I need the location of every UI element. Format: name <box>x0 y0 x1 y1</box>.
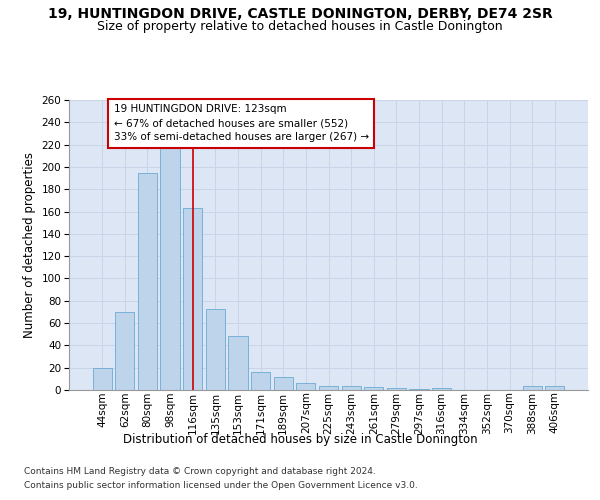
Text: Size of property relative to detached houses in Castle Donington: Size of property relative to detached ho… <box>97 20 503 33</box>
Bar <box>206 308 225 390</box>
Bar <box>319 386 338 390</box>
Bar <box>138 172 157 390</box>
Text: 19 HUNTINGDON DRIVE: 123sqm
← 67% of detached houses are smaller (552)
33% of se: 19 HUNTINGDON DRIVE: 123sqm ← 67% of det… <box>113 104 368 142</box>
Bar <box>341 386 361 390</box>
Bar <box>545 386 565 390</box>
Bar <box>229 336 248 390</box>
Bar <box>274 376 293 390</box>
Bar <box>115 312 134 390</box>
Text: Contains public sector information licensed under the Open Government Licence v3: Contains public sector information licen… <box>24 481 418 490</box>
Bar <box>160 148 180 390</box>
Text: 19, HUNTINGDON DRIVE, CASTLE DONINGTON, DERBY, DE74 2SR: 19, HUNTINGDON DRIVE, CASTLE DONINGTON, … <box>47 8 553 22</box>
Bar <box>432 388 451 390</box>
Bar <box>92 368 112 390</box>
Bar <box>251 372 270 390</box>
Bar <box>523 386 542 390</box>
Text: Distribution of detached houses by size in Castle Donington: Distribution of detached houses by size … <box>122 432 478 446</box>
Bar <box>364 386 383 390</box>
Text: Contains HM Land Registry data © Crown copyright and database right 2024.: Contains HM Land Registry data © Crown c… <box>24 468 376 476</box>
Bar <box>409 389 428 390</box>
Bar <box>183 208 202 390</box>
Y-axis label: Number of detached properties: Number of detached properties <box>23 152 36 338</box>
Bar <box>296 384 316 390</box>
Bar <box>387 388 406 390</box>
